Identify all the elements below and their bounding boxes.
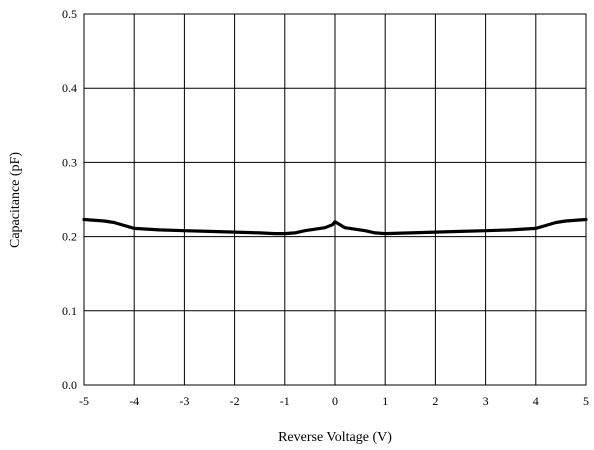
y-tick-label: 0.3 (62, 155, 77, 169)
x-tick-labels: -5 -4 -3 -2 -1 0 1 2 3 4 5 (79, 394, 589, 408)
x-tick-label: -2 (230, 394, 240, 408)
x-tick-label: 4 (533, 394, 539, 408)
y-tick-label: 0.5 (62, 7, 77, 21)
capacitance-series-line (82, 217, 588, 236)
y-axis-title: Capacitance (pF) (8, 152, 23, 248)
plot-frame (83, 13, 587, 386)
y-tick-label: 0.1 (62, 304, 77, 318)
y-tick-labels: 0.0 0.1 0.2 0.3 0.4 0.5 (62, 7, 77, 392)
x-tick-label: 3 (483, 394, 489, 408)
y-tick-label: 0.2 (62, 230, 77, 244)
x-tick-label: -1 (280, 394, 290, 408)
x-tick-label: 2 (432, 394, 438, 408)
x-axis-title: Reverse Voltage (V) (278, 430, 392, 445)
x-tick-label: 0 (332, 394, 338, 408)
x-tick-label: 5 (583, 394, 589, 408)
x-tick-label: -4 (129, 394, 139, 408)
y-tick-label: 0.4 (62, 81, 77, 95)
x-tick-label: 1 (382, 394, 388, 408)
x-tick-label: -3 (179, 394, 189, 408)
y-tick-label: 0.0 (62, 378, 77, 392)
grid (83, 13, 587, 386)
x-tick-label: -5 (79, 394, 89, 408)
